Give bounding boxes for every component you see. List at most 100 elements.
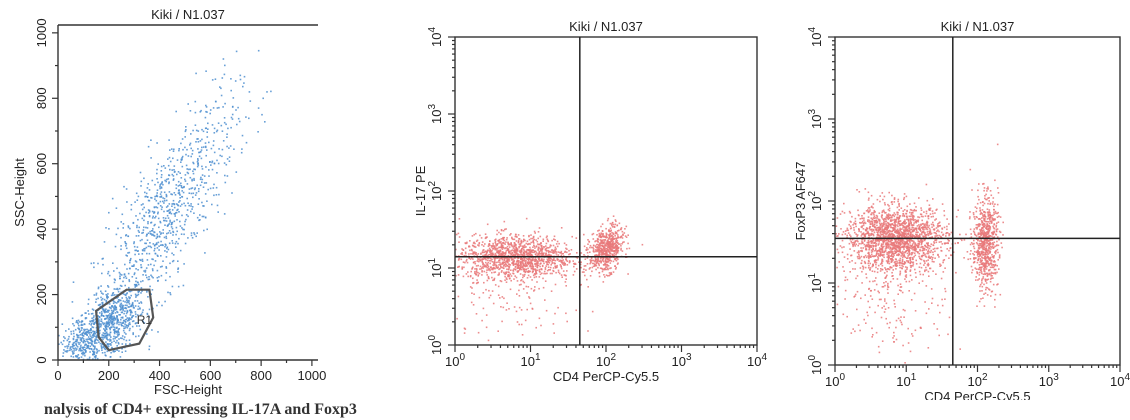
- data-point: [945, 235, 947, 237]
- data-point: [598, 234, 601, 237]
- data-point: [108, 274, 111, 277]
- data-point: [192, 170, 194, 172]
- data-point: [175, 233, 177, 236]
- data-point: [501, 270, 503, 272]
- data-point: [597, 255, 599, 257]
- data-point: [611, 224, 613, 227]
- data-point: [468, 253, 470, 255]
- data-point: [130, 294, 132, 297]
- data-point: [934, 235, 936, 237]
- data-point: [505, 250, 508, 252]
- data-point: [124, 307, 127, 309]
- data-point: [137, 291, 140, 293]
- data-point: [186, 183, 189, 185]
- data-point: [80, 356, 83, 358]
- data-point: [62, 340, 65, 342]
- data-point: [161, 181, 163, 183]
- data-point: [903, 225, 905, 228]
- data-point: [190, 210, 192, 213]
- data-point: [70, 333, 73, 335]
- data-point: [172, 175, 175, 177]
- data-point: [113, 332, 116, 335]
- data-point: [553, 259, 555, 261]
- data-point: [130, 208, 133, 211]
- data-point: [106, 350, 109, 353]
- data-point: [932, 248, 935, 250]
- data-point: [123, 276, 125, 279]
- data-point: [496, 251, 498, 253]
- data-point: [871, 233, 874, 236]
- data-point: [499, 280, 502, 282]
- data-point: [100, 336, 103, 339]
- data-point: [202, 205, 204, 207]
- data-point: [467, 275, 469, 278]
- data-point: [590, 259, 592, 262]
- data-point: [107, 270, 110, 273]
- data-point: [129, 327, 131, 330]
- data-point: [520, 239, 523, 242]
- y-axis-title: SSC-Height: [12, 158, 27, 227]
- data-point: [546, 246, 549, 249]
- data-point: [929, 207, 932, 210]
- data-point: [885, 260, 888, 262]
- data-point: [905, 280, 908, 283]
- data-point: [79, 330, 81, 332]
- data-point: [835, 225, 838, 227]
- data-point: [222, 58, 225, 60]
- data-point: [530, 254, 533, 257]
- data-point: [484, 265, 487, 267]
- data-point: [526, 262, 529, 265]
- data-point: [861, 225, 863, 227]
- data-point: [129, 261, 131, 264]
- data-point: [940, 277, 943, 280]
- data-point: [82, 353, 84, 356]
- data-point: [489, 244, 491, 247]
- data-point: [141, 208, 144, 211]
- data-point: [128, 290, 131, 293]
- data-point: [504, 243, 506, 245]
- data-point: [177, 180, 180, 183]
- data-point: [146, 252, 148, 255]
- data-point: [116, 339, 118, 342]
- data-point: [896, 278, 899, 280]
- data-point: [606, 236, 609, 239]
- data-point: [498, 231, 500, 234]
- data-point: [109, 356, 112, 358]
- data-point: [598, 260, 601, 263]
- data-point: [911, 247, 913, 250]
- data-point: [929, 251, 932, 254]
- data-point: [874, 239, 877, 242]
- data-point: [159, 193, 162, 195]
- data-point: [455, 274, 457, 277]
- data-point: [157, 241, 160, 244]
- gate-r1-polygon[interactable]: [94, 288, 155, 352]
- data-point: [519, 249, 521, 252]
- plot-title: Kiki / N1.037: [151, 7, 225, 22]
- data-point: [93, 294, 96, 296]
- data-point: [137, 305, 140, 308]
- data-point: [89, 342, 91, 344]
- data-point: [928, 207, 931, 210]
- data-point: [496, 229, 498, 232]
- data-point: [503, 272, 506, 275]
- data-point: [594, 254, 597, 257]
- data-point: [497, 255, 500, 257]
- data-point: [603, 250, 606, 252]
- data-point: [862, 228, 865, 230]
- data-point: [498, 264, 500, 266]
- data-point: [622, 241, 624, 244]
- data-point: [609, 222, 612, 225]
- data-point: [94, 358, 97, 360]
- data-point: [903, 253, 905, 256]
- data-point: [530, 287, 533, 290]
- data-point: [101, 297, 104, 300]
- data-point: [181, 155, 184, 158]
- data-point: [556, 258, 558, 260]
- data-point: [596, 260, 599, 263]
- data-point: [216, 129, 219, 132]
- data-point: [932, 256, 934, 259]
- data-point: [565, 247, 567, 250]
- data-point: [171, 169, 173, 171]
- data-point: [533, 244, 535, 247]
- data-point: [230, 89, 232, 92]
